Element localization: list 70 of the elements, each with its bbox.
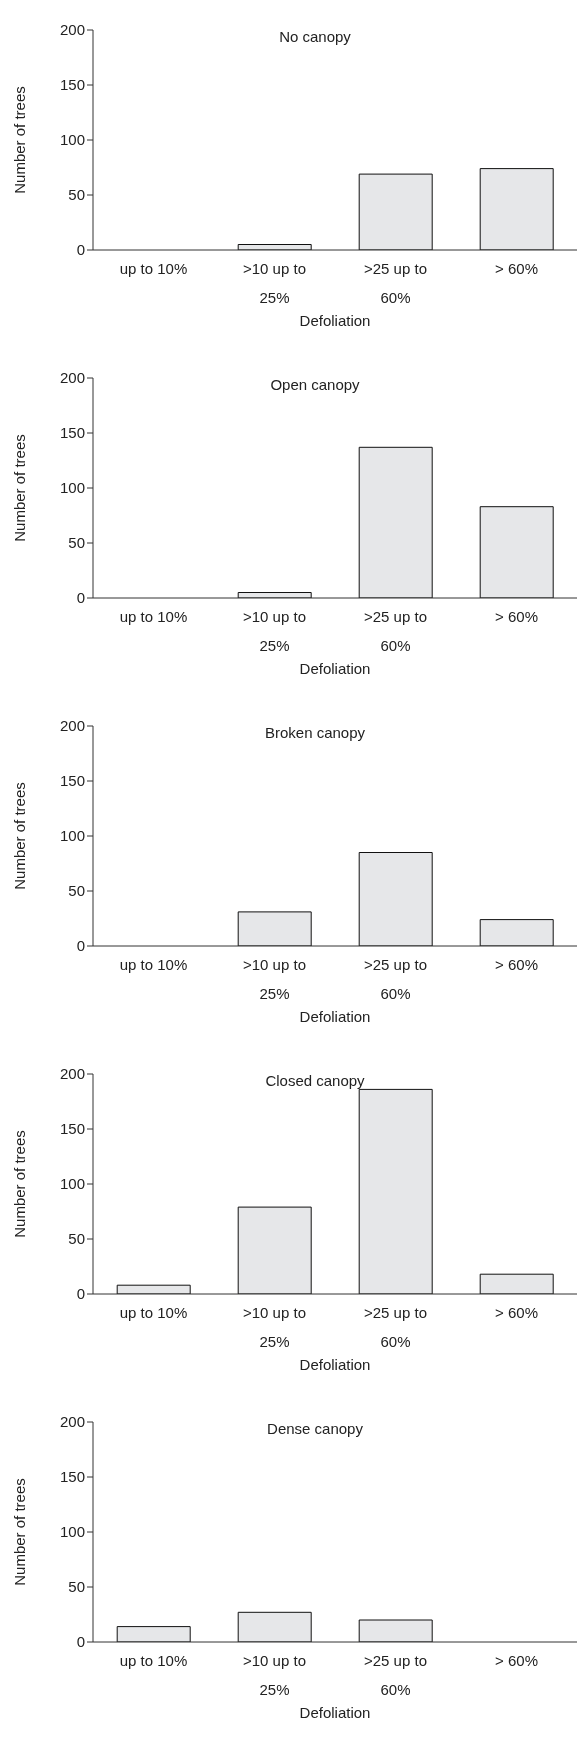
y-tick-label: 200 (59, 21, 85, 39)
chart-title: Closed canopy (265, 1072, 365, 1089)
x-tick-label: > 60% (495, 956, 538, 973)
x-tick-label: > 60% (495, 1652, 538, 1669)
y-tick-label: 200 (59, 369, 85, 387)
x-tick-label: up to 10% (119, 956, 188, 973)
y-tick-label: 0 (76, 1285, 85, 1303)
chart-title: Open canopy (270, 376, 360, 393)
y-axis-title: Number of trees (11, 1130, 29, 1238)
y-tick-label: 50 (68, 1230, 85, 1248)
chart-title: Dense canopy (267, 1420, 363, 1437)
y-tick-label: 50 (68, 534, 85, 552)
y-tick-label: 150 (59, 76, 85, 94)
x-tick-label: >10 up to 25% (243, 608, 306, 654)
bar (479, 506, 554, 598)
bar (479, 919, 554, 946)
x-tick-label: >25 up to 60% (364, 608, 427, 654)
y-tick-label: 100 (59, 131, 85, 149)
bar (358, 446, 433, 598)
x-axis-title: Defoliation (299, 1704, 371, 1721)
y-tick-label: 0 (76, 241, 85, 259)
y-axis-title: Number of trees (11, 86, 29, 194)
y-tick-label: 150 (59, 1120, 85, 1138)
x-tick-label: > 60% (495, 1304, 538, 1321)
y-tick-label: 150 (59, 1468, 85, 1486)
x-tick-label: up to 10% (119, 1652, 188, 1669)
bar (358, 1088, 433, 1294)
x-axis-title: Defoliation (299, 312, 371, 329)
x-tick-label: >25 up to 60% (364, 1652, 427, 1698)
x-tick-label: up to 10% (119, 608, 188, 625)
y-axis-title: Number of trees (11, 434, 29, 542)
y-tick-label: 0 (76, 589, 85, 607)
y-tick-label: 200 (59, 1065, 85, 1083)
bar (479, 168, 554, 250)
x-axis-title: Defoliation (299, 660, 371, 677)
x-axis-title: Defoliation (299, 1356, 371, 1373)
x-tick-label: > 60% (495, 608, 538, 625)
y-tick-label: 50 (68, 186, 85, 204)
y-tick-label: 100 (59, 1175, 85, 1193)
x-axis-title: Defoliation (299, 1008, 371, 1025)
y-tick-label: 200 (59, 717, 85, 735)
x-tick-label: >25 up to 60% (364, 260, 427, 306)
x-tick-label: >25 up to 60% (364, 956, 427, 1002)
bar (237, 911, 312, 946)
bar (358, 852, 433, 946)
y-tick-label: 100 (59, 479, 85, 497)
x-tick-label: >10 up to 25% (243, 1304, 306, 1350)
x-tick-label: up to 10% (119, 1304, 188, 1321)
y-axis-title: Number of trees (11, 782, 29, 890)
y-tick-label: 150 (59, 772, 85, 790)
y-tick-label: 50 (68, 1578, 85, 1596)
y-tick-label: 0 (76, 937, 85, 955)
y-axis-title: Number of trees (11, 1478, 29, 1586)
chart-title: No canopy (279, 28, 351, 45)
bar (237, 1206, 312, 1294)
chart-title: Broken canopy (264, 724, 366, 741)
x-tick-label: >25 up to 60% (364, 1304, 427, 1350)
bar (358, 173, 433, 250)
x-tick-label: up to 10% (119, 260, 188, 277)
y-tick-label: 100 (59, 1523, 85, 1541)
y-tick-label: 50 (68, 882, 85, 900)
bar (479, 1273, 554, 1294)
y-tick-label: 0 (76, 1633, 85, 1651)
x-tick-label: >10 up to 25% (243, 1652, 306, 1698)
y-tick-label: 200 (59, 1413, 85, 1431)
y-tick-label: 100 (59, 827, 85, 845)
x-tick-label: > 60% (495, 260, 538, 277)
y-tick-label: 150 (59, 424, 85, 442)
x-tick-label: >10 up to 25% (243, 260, 306, 306)
x-tick-label: >10 up to 25% (243, 956, 306, 1002)
